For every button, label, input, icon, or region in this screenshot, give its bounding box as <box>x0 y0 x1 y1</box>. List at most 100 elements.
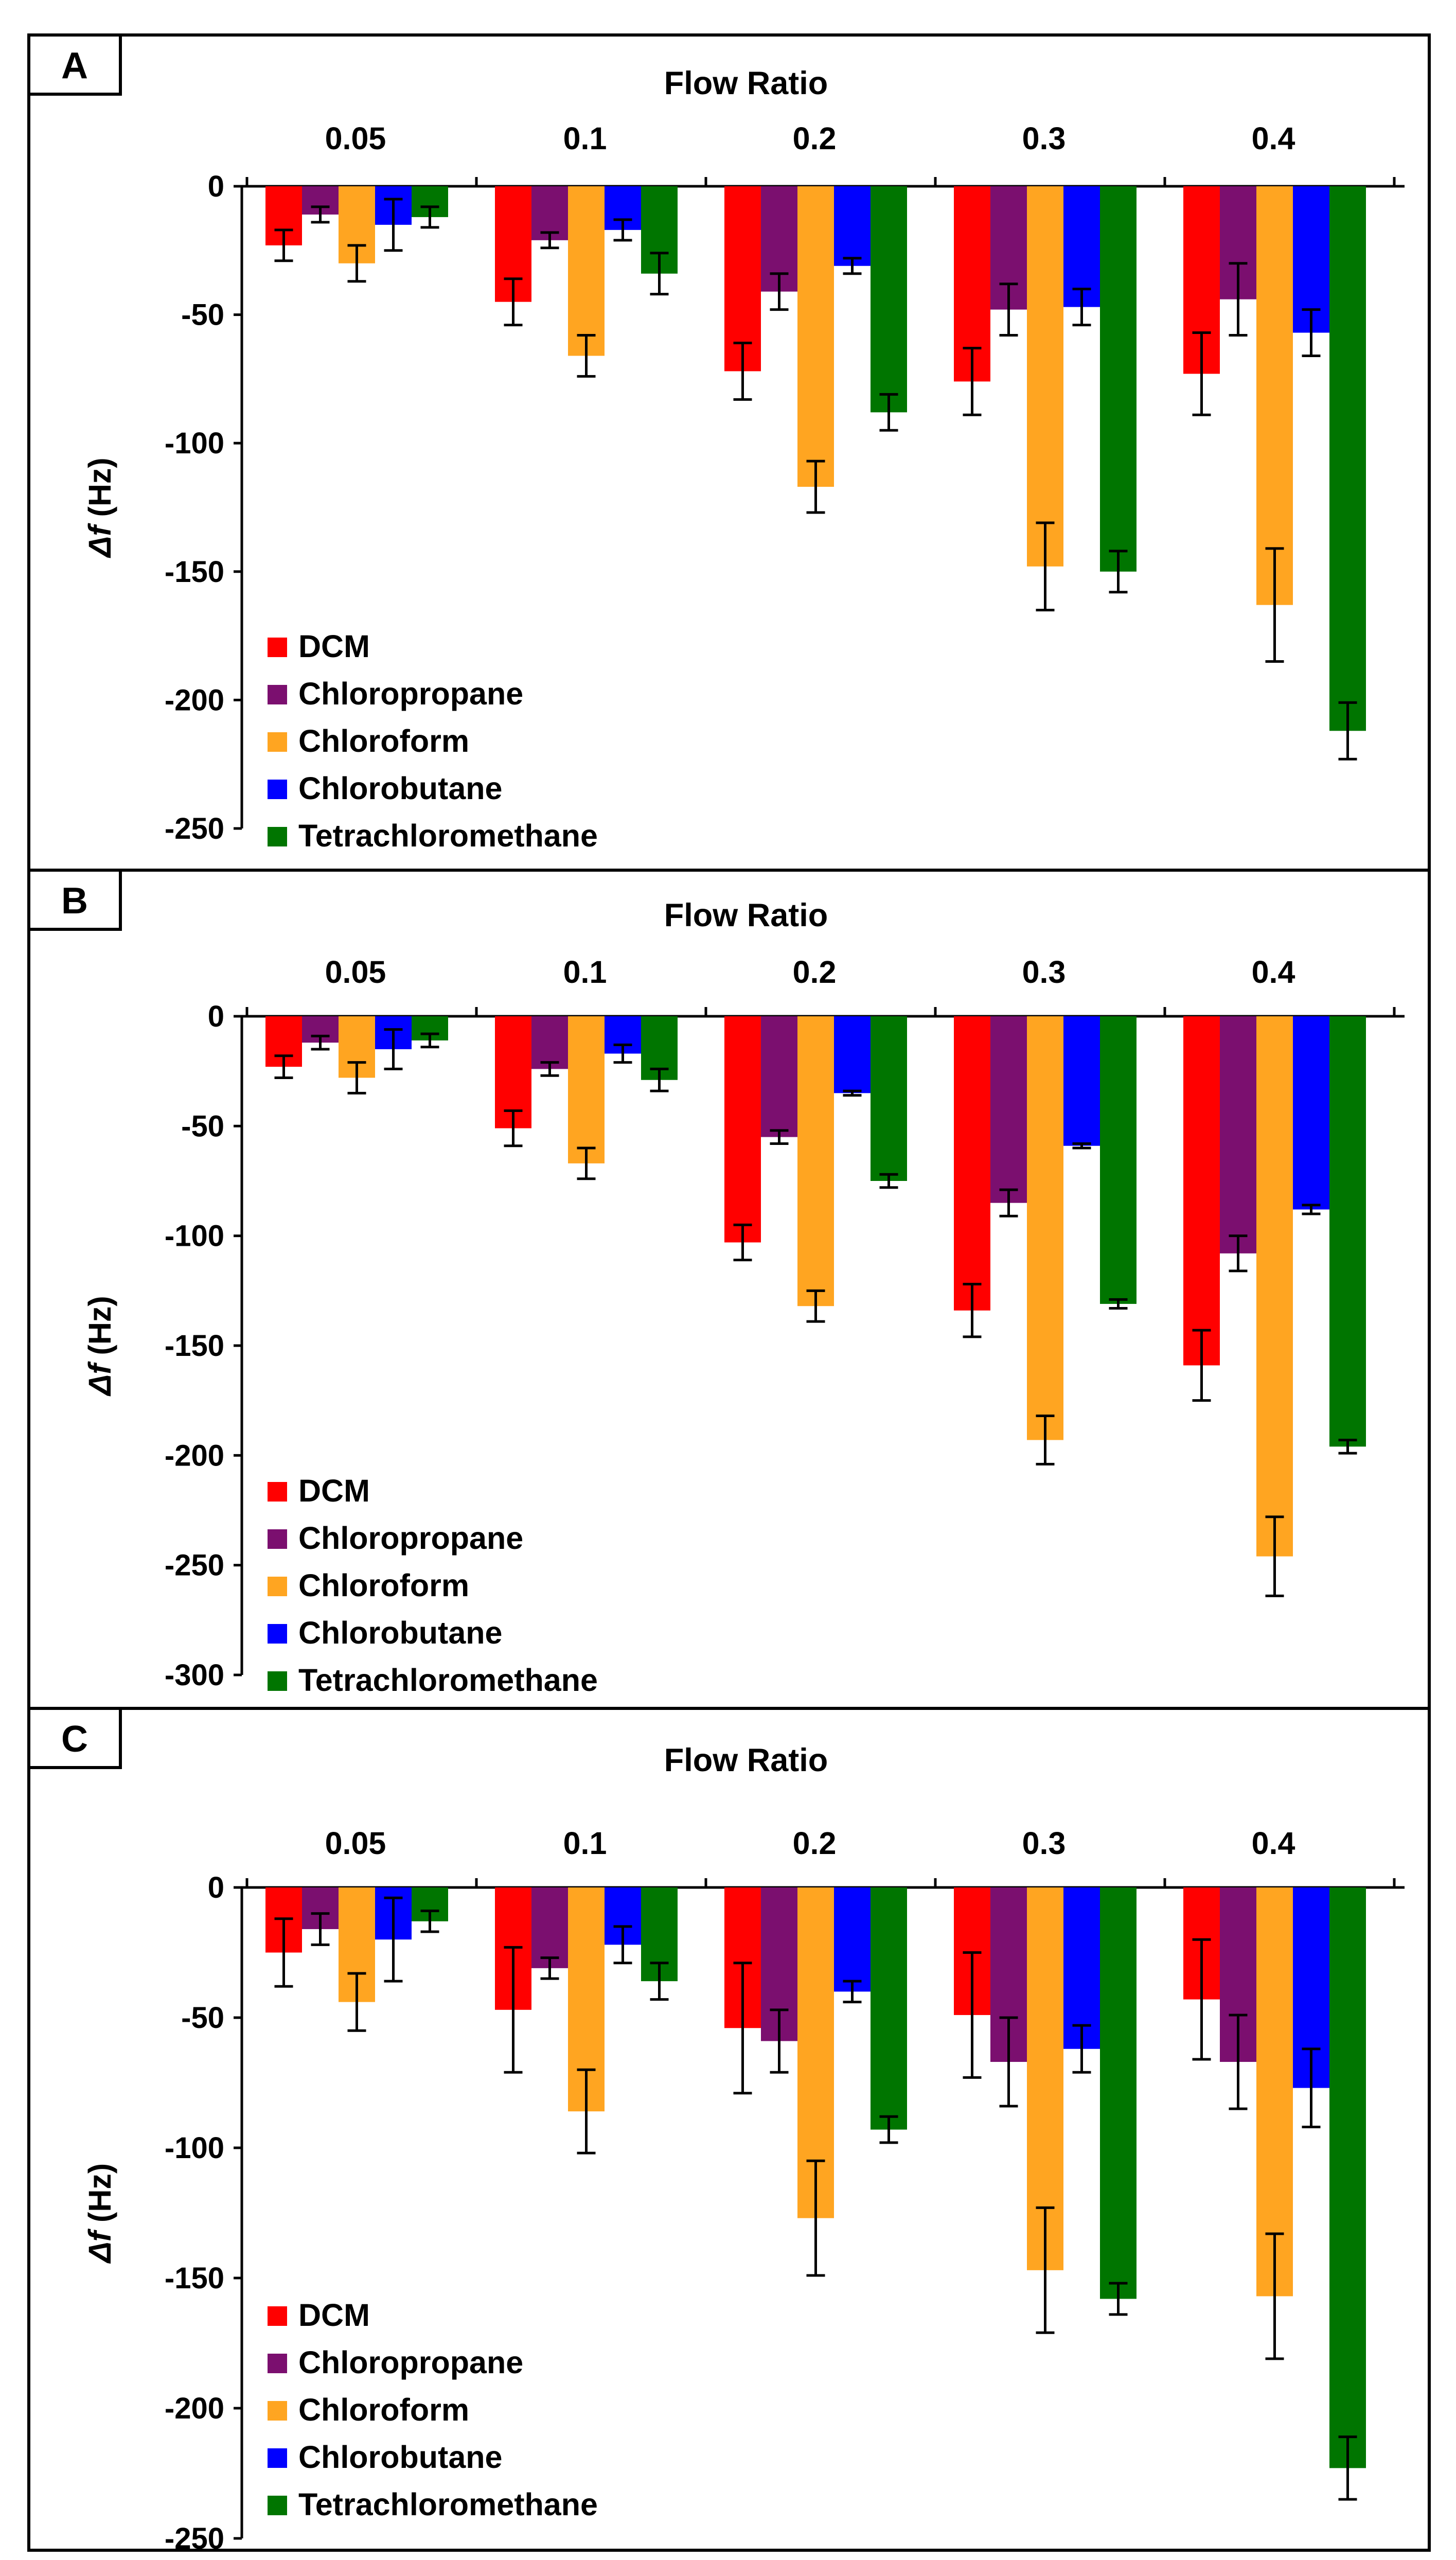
y-axis-title-unit: (Hz) <box>82 457 117 525</box>
category-label: 0.05 <box>325 1826 386 1861</box>
series-chloropropane <box>302 1016 1256 1273</box>
panel-letter: B <box>61 880 88 922</box>
category-label: 0.05 <box>325 121 386 156</box>
y-tick-label: -100 <box>165 2131 224 2165</box>
bar <box>1256 1016 1293 1557</box>
category-label: 0.1 <box>563 1826 607 1861</box>
category-label: 0.1 <box>563 955 607 990</box>
y-tick-label: -200 <box>165 2392 224 2425</box>
legend-label: Chlorobutane <box>298 2440 502 2475</box>
legend-swatch <box>268 2306 287 2326</box>
x-axis-title: Flow Ratio <box>664 897 828 933</box>
legend-label: DCM <box>298 629 370 664</box>
bar <box>1256 186 1293 605</box>
legend-label: Tetrachloromethane <box>298 1663 598 1698</box>
bar <box>1329 1016 1366 1447</box>
y-tick-label: -100 <box>165 1220 224 1253</box>
bar <box>1100 1887 1137 2299</box>
bar <box>954 1016 990 1311</box>
category-label: 0.2 <box>793 1826 837 1861</box>
series-tetrachloromethane <box>412 186 1366 761</box>
panel-letter-box: C <box>27 1707 122 1769</box>
legend-swatch <box>268 1577 287 1596</box>
panel-letter-frame <box>27 869 122 931</box>
bar <box>1027 1016 1063 1440</box>
legend-label: Chlorobutane <box>298 771 502 806</box>
panel-a: A Flow Ratio 0.05 0.1 0.2 0.3 0.4 0 -50 -100 -150 -… <box>27 33 1431 872</box>
panel-frame <box>27 1707 1431 2552</box>
y-axis-title-symbol: Δf <box>82 2228 117 2264</box>
bar <box>1220 1016 1256 1253</box>
category-label: 0.3 <box>1022 955 1066 990</box>
legend-swatch <box>268 732 287 752</box>
bar <box>1100 186 1137 572</box>
y-axis-title: Δf (Hz) <box>82 1296 117 1396</box>
legend-swatch <box>268 1671 287 1691</box>
panel-letter-frame <box>27 1707 122 1769</box>
bar <box>761 1016 797 1137</box>
y-tick-label: -200 <box>165 1439 224 1472</box>
bar <box>1100 1016 1137 1304</box>
y-tick-label: -50 <box>181 298 224 332</box>
legend: DCM Chloropropane Chloroform Chlorobutane Te… <box>268 2298 598 2522</box>
legend-label: DCM <box>298 1473 370 1508</box>
panel-letter: C <box>61 1719 88 1760</box>
y-tick-label: -50 <box>181 2001 224 2035</box>
category-label: 0.4 <box>1252 1826 1295 1861</box>
legend-label: Chlorobutane <box>298 1615 502 1650</box>
bar <box>724 1016 761 1243</box>
y-axis-title-symbol: Δf <box>82 1361 117 1397</box>
legend-label: Chloroform <box>298 1568 469 1603</box>
series-chlorobutane <box>375 1016 1329 1215</box>
legend-swatch <box>268 638 287 657</box>
bar <box>1183 1016 1220 1366</box>
y-tick-label: -100 <box>165 427 224 460</box>
y-axis-title-symbol: Δf <box>82 523 117 558</box>
bar <box>1256 1887 1293 2297</box>
y-axis-title: Δf (Hz) <box>82 457 117 558</box>
y-tick-label: 0 <box>208 170 224 203</box>
bar <box>724 186 761 372</box>
y-tick-label: -200 <box>165 683 224 717</box>
bar <box>834 186 871 266</box>
legend: DCM Chloropropane Chloroform Chlorobutane Te… <box>268 1473 598 1698</box>
panel-c: C Flow Ratio 0.05 0.1 0.2 0.3 0.4 0 -50 -100 -150 -… <box>27 1707 1431 2555</box>
y-tick-label: -250 <box>165 2522 224 2555</box>
legend-swatch <box>268 827 287 846</box>
series-dcm <box>265 186 1220 416</box>
bar <box>1063 186 1100 307</box>
panel-letter-box: B <box>27 869 122 931</box>
legend-label: DCM <box>298 2298 370 2333</box>
legend-swatch <box>268 2354 287 2373</box>
y-tick-label: 0 <box>208 1871 224 1904</box>
y-axis-title-unit: (Hz) <box>82 1296 117 1364</box>
y-axis-title: Δf (Hz) <box>82 2163 117 2264</box>
series-chloropropane <box>302 186 1256 337</box>
bar <box>1027 1887 1063 2270</box>
series-chlorobutane <box>375 1887 1329 2129</box>
bar <box>871 1016 907 1181</box>
series-chloroform <box>339 186 1293 663</box>
bar <box>1027 186 1063 567</box>
bar <box>834 1016 871 1093</box>
x-axis-title: Flow Ratio <box>664 1742 828 1778</box>
bar <box>1063 1016 1100 1146</box>
legend-swatch <box>268 2401 287 2421</box>
legend-swatch <box>268 1482 287 1502</box>
bar <box>531 1016 568 1069</box>
legend: DCM Chloropropane Chloroform Chlorobutane Te… <box>268 629 598 853</box>
legend-swatch <box>268 2496 287 2515</box>
y-tick-label: -300 <box>165 1658 224 1692</box>
category-label: 0.4 <box>1252 121 1295 156</box>
bar <box>568 1016 605 1163</box>
bar <box>1293 1016 1329 1210</box>
legend-label: Chloropropane <box>298 2345 523 2380</box>
legend-label: Tetrachloromethane <box>298 818 598 853</box>
panel-letter: A <box>61 45 88 86</box>
y-tick-label: -250 <box>165 1549 224 1582</box>
bar <box>797 1016 834 1307</box>
bar <box>1329 1887 1366 2468</box>
bar <box>1329 186 1366 731</box>
category-label: 0.3 <box>1022 121 1066 156</box>
series-dcm <box>265 1887 1220 2095</box>
